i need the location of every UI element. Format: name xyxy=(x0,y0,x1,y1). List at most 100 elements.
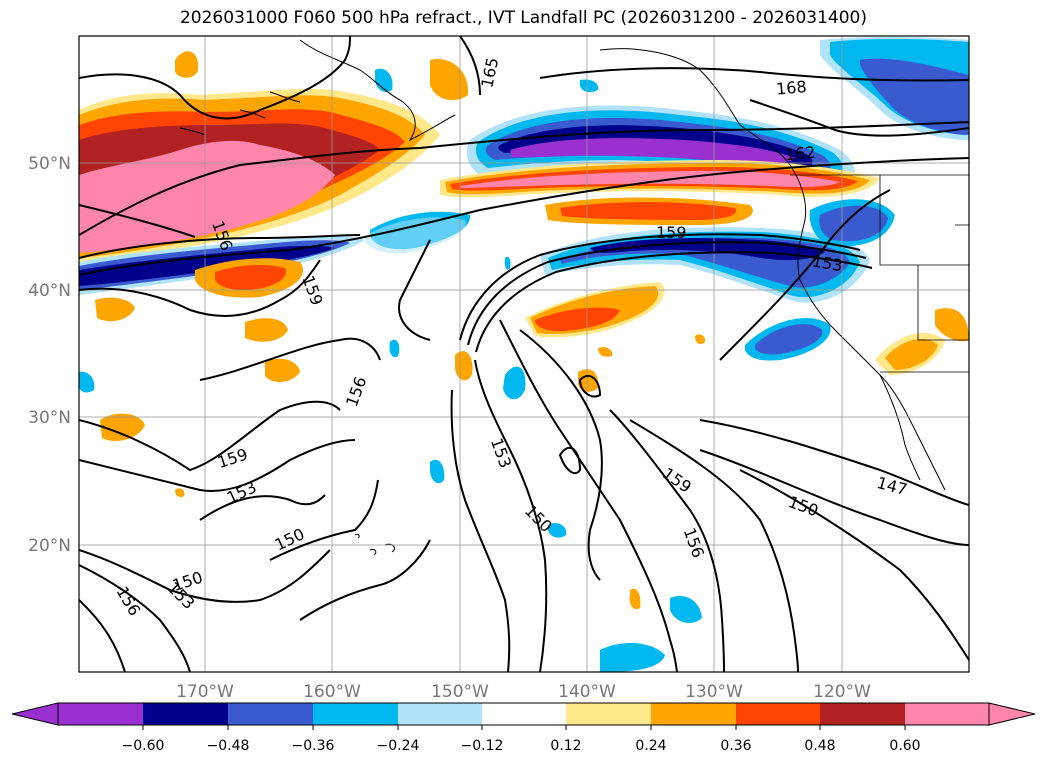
colorbar-label-7: 0.24 xyxy=(635,738,666,754)
contour-center-6 xyxy=(629,419,799,672)
contour-north-2 xyxy=(79,204,196,238)
contour-label-168: 168 xyxy=(775,77,807,99)
coastline-northwest xyxy=(599,48,791,166)
contour-south-west-8 xyxy=(299,539,431,621)
coastline-westcoast xyxy=(789,164,946,491)
pos-anomaly-patch-a-core xyxy=(215,264,286,291)
contour-north-3 xyxy=(79,121,969,236)
pos-anomaly-small-2 xyxy=(578,369,599,392)
contour-north-7 xyxy=(459,36,481,96)
map-title: 2026031000 F060 500 hPa refract., IVT La… xyxy=(179,8,867,28)
contour-east-3 xyxy=(699,449,969,546)
colorbar-outline xyxy=(57,702,990,726)
contour-north-8 xyxy=(749,99,969,137)
pos-anomaly-belt-red xyxy=(560,202,737,220)
pos-anomaly-patch-d xyxy=(265,358,300,382)
colorbar-ticks xyxy=(142,725,906,730)
lat-label-30n: 30°N xyxy=(28,408,71,428)
contour-mid-1 xyxy=(79,259,321,317)
contour-center-7 xyxy=(558,446,582,475)
contour-south-west-6 xyxy=(199,494,326,521)
pos-anomaly-small-3 xyxy=(598,347,613,357)
refractivity-shading xyxy=(79,37,969,672)
lat-label-20n: 20°N xyxy=(28,536,71,556)
lon-label-160w: 160°W xyxy=(303,682,361,702)
lon-label-120w: 120°W xyxy=(813,682,871,702)
pos-anomaly-north-band-pink xyxy=(460,171,840,188)
coastline-baja xyxy=(879,374,921,481)
contour-center-3 xyxy=(499,319,678,672)
lat-label-40n: 40°N xyxy=(28,281,71,301)
pos-anomaly-patch-c xyxy=(245,318,288,342)
neg-anomaly-coast-2 xyxy=(755,324,823,355)
lon-label-170w: 170°W xyxy=(176,682,234,702)
colorbar-label-3: −0.36 xyxy=(292,738,335,754)
colorbar-label-4: −0.24 xyxy=(377,738,420,754)
neg-anomaly-small-7 xyxy=(79,371,95,393)
neg-anomaly-small-5 xyxy=(670,596,702,624)
colorbar-segment-7 xyxy=(566,703,651,725)
neg-anomaly-cyan-west-light xyxy=(365,217,466,254)
contour-label-159-north: 159 xyxy=(656,223,687,242)
colorbar-label-5: −0.12 xyxy=(461,738,504,754)
colorbar-segment-9 xyxy=(736,703,820,725)
contour-stream-2 xyxy=(467,241,867,346)
contour-center-4 xyxy=(519,329,603,581)
colorbar-segment-4 xyxy=(313,703,398,725)
map-area: 165 168 162 159 153 156 159 156 159 153 … xyxy=(79,36,969,672)
colorbar-segment-5 xyxy=(398,703,482,725)
colorbar-tick-labels: −0.60 −0.48 −0.36 −0.24 −0.12 0.12 0.24 … xyxy=(122,738,921,754)
contour-mid-2 xyxy=(398,239,431,341)
colorbar-segment-11 xyxy=(905,703,989,725)
neg-anomaly-small-1 xyxy=(503,366,526,400)
pos-anomaly-patch-f xyxy=(175,51,199,78)
colorbar-segment-1 xyxy=(58,703,143,725)
pos-anomaly-southeast-2 xyxy=(885,339,938,370)
contour-north-6 xyxy=(539,67,969,82)
contour-east-4 xyxy=(739,469,969,661)
gridlines xyxy=(79,36,969,672)
contour-south-west-1 xyxy=(79,400,341,472)
contour-center-5 xyxy=(609,409,725,672)
contour-north-4 xyxy=(79,234,361,259)
neg-anomaly-small-8 xyxy=(375,68,393,92)
pos-anomaly-small-5 xyxy=(695,334,706,344)
neg-anomaly-west-band-dark xyxy=(79,245,335,286)
colorbar-segment-2 xyxy=(143,703,228,725)
colorbar-label-6: 0.12 xyxy=(550,738,581,754)
lat-label-50n: 50°N xyxy=(28,154,71,174)
colorbar-label-1: −0.60 xyxy=(122,738,165,754)
pos-anomaly-patch-b xyxy=(95,297,135,322)
neg-anomaly-small-4 xyxy=(548,523,567,538)
pos-anomaly-mid-red xyxy=(535,307,620,332)
contour-south-west-2 xyxy=(79,439,356,492)
colorbar: −0.60 −0.48 −0.36 −0.24 −0.12 0.12 0.24 … xyxy=(11,702,1036,754)
colorbar-arrow-right xyxy=(988,702,1036,726)
contour-east-2 xyxy=(699,419,969,506)
pos-anomaly-small-4 xyxy=(629,588,641,610)
pos-anomaly-small-7 xyxy=(430,59,469,101)
contour-center-1 xyxy=(450,389,511,672)
neg-anomaly-small-10 xyxy=(504,256,511,270)
coastline-alaska xyxy=(299,39,456,142)
colorbar-arrow-left xyxy=(11,702,59,726)
pos-anomaly-west-pink xyxy=(79,140,335,253)
contour-north-1 xyxy=(79,36,351,120)
pos-anomaly-southeast-3 xyxy=(935,308,969,342)
contour-south-west-3 xyxy=(79,549,331,603)
contour-stream-1 xyxy=(459,233,861,341)
neg-anomaly-northeast-blue xyxy=(860,58,969,135)
pos-anomaly-small-6 xyxy=(175,488,185,498)
contour-label-162: 162 xyxy=(784,143,816,165)
neg-anomaly-small-2 xyxy=(389,339,400,358)
lon-label-130w: 130°W xyxy=(685,682,743,702)
colorbar-segment-8 xyxy=(651,703,736,725)
contour-center-8 xyxy=(578,375,602,398)
pos-anomaly-patch-e xyxy=(100,413,145,442)
colorbar-label-9: 0.48 xyxy=(804,738,835,754)
colorbar-segment-10 xyxy=(820,703,905,725)
map-border xyxy=(78,35,970,673)
contour-south-west-5 xyxy=(79,599,126,672)
contour-left-mid xyxy=(199,337,381,381)
contour-south-west-4 xyxy=(79,564,191,672)
